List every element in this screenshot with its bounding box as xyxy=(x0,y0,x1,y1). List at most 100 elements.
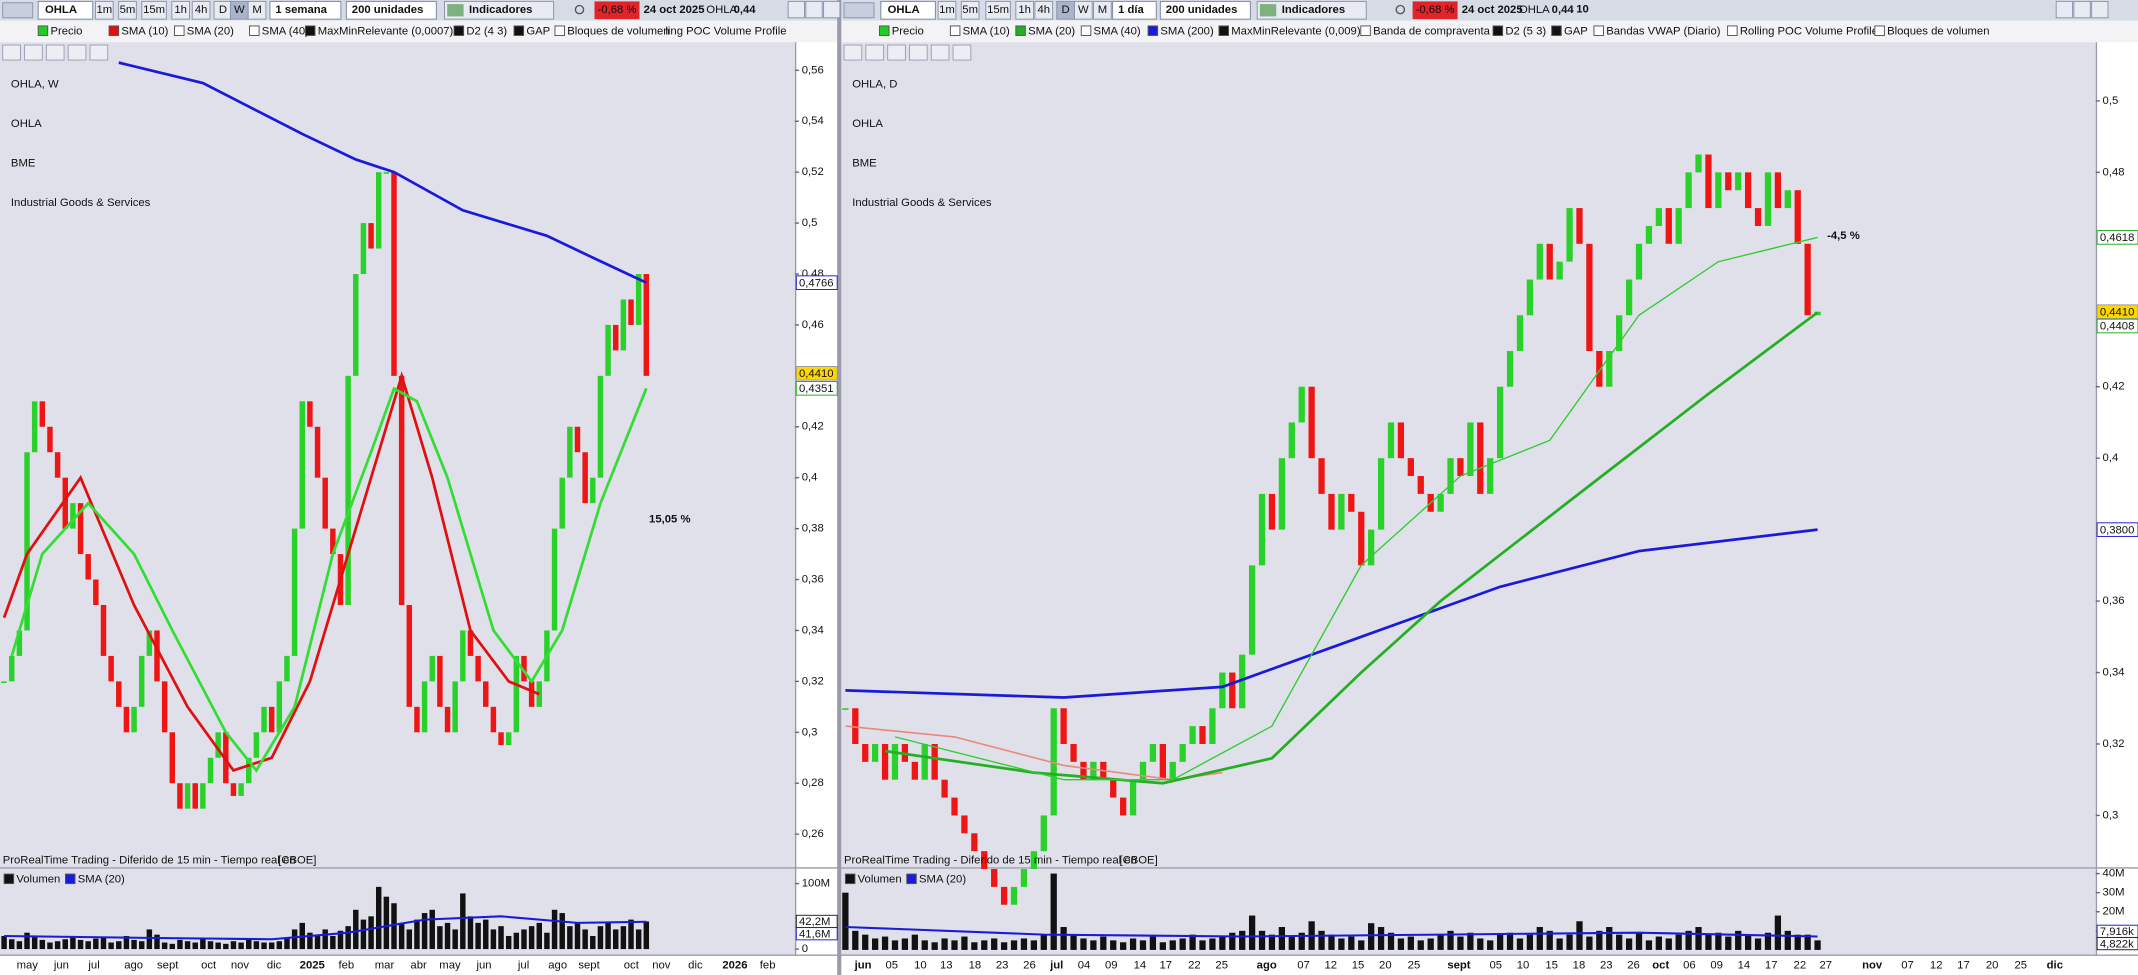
timeframe-button[interactable] xyxy=(1093,0,1112,20)
timeframe[interactable]: 1h xyxy=(174,4,187,16)
units-selector[interactable] xyxy=(1159,0,1251,20)
volume-legend[interactable]: SMA (20) xyxy=(919,873,966,885)
symbol[interactable]: OHLA xyxy=(888,4,920,16)
timeframe[interactable]: 5m xyxy=(120,4,136,16)
timeframe[interactable]: W xyxy=(234,4,245,16)
period-selector[interactable] xyxy=(1112,0,1157,20)
search-icon[interactable] xyxy=(574,4,585,15)
units[interactable]: 200 unidades xyxy=(352,4,424,16)
legend-entry[interactable]: Bandas VWAP (Diario) xyxy=(1606,25,1721,37)
tool-icon[interactable] xyxy=(908,44,928,61)
window-button[interactable] xyxy=(2073,0,2091,19)
timeframe-button[interactable] xyxy=(191,0,211,20)
units[interactable]: 200 unidades xyxy=(1166,4,1238,16)
symbol[interactable]: OHLA xyxy=(45,4,77,16)
tool-icon[interactable] xyxy=(930,44,950,61)
candle-body xyxy=(842,708,849,710)
timeframe[interactable]: D xyxy=(219,4,227,16)
symbol-selector[interactable] xyxy=(37,0,94,20)
volume-legend[interactable]: Volumen xyxy=(16,873,60,885)
timeframe-button[interactable] xyxy=(118,0,137,20)
volume-badge-label: 7,916k xyxy=(2100,926,2134,938)
window-button[interactable] xyxy=(823,0,841,19)
timeframe[interactable]: M xyxy=(1098,4,1107,16)
volume-legend[interactable]: Volumen xyxy=(858,873,902,885)
timeframe[interactable]: M xyxy=(252,4,261,16)
volume-legend[interactable]: SMA (20) xyxy=(78,873,125,885)
timeframe[interactable]: 1m xyxy=(939,4,955,16)
legend-entry[interactable]: MaxMinRelevante (0,009) xyxy=(1231,25,1361,37)
candle-body xyxy=(567,426,573,478)
window-button[interactable] xyxy=(787,0,805,19)
timeframe-button[interactable] xyxy=(247,0,267,20)
footer-link[interactable]: [CBOE] xyxy=(1119,854,1157,866)
period[interactable]: 1 día xyxy=(1118,4,1144,16)
legend-swatch xyxy=(249,25,260,36)
volume-bar xyxy=(414,919,420,950)
timeframe[interactable]: 5m xyxy=(962,4,978,16)
units-selector[interactable] xyxy=(345,0,437,20)
legend-entry[interactable]: SMA (200) xyxy=(1160,25,1214,37)
symbol-selector[interactable] xyxy=(880,0,936,20)
tool-icon[interactable] xyxy=(952,44,972,61)
tool-icon[interactable] xyxy=(843,44,863,61)
volume-bar xyxy=(872,938,879,950)
timeframe-button[interactable] xyxy=(1073,0,1093,20)
indicators-button[interactable] xyxy=(444,0,555,20)
search-icon[interactable] xyxy=(1395,4,1406,15)
timeframe[interactable]: W xyxy=(1078,4,1089,16)
legend-entry[interactable]: SMA (10) xyxy=(963,25,1010,37)
timeframe[interactable]: 1m xyxy=(96,4,112,16)
volume-bar xyxy=(544,932,550,950)
x-tick-label: jun xyxy=(854,959,872,971)
timeframe-button[interactable] xyxy=(1015,0,1035,20)
legend-entry[interactable]: SMA (20) xyxy=(1028,25,1075,37)
legend-entry[interactable]: Bloques de volumen xyxy=(567,25,669,37)
timeframe[interactable]: 4h xyxy=(1037,4,1050,16)
tool-icon[interactable] xyxy=(887,44,906,61)
timeframe-button[interactable] xyxy=(985,0,1011,20)
tool-icon[interactable] xyxy=(24,44,43,61)
tool-icon[interactable] xyxy=(45,44,65,61)
legend-entry[interactable]: Precio xyxy=(892,25,924,37)
window-button[interactable] xyxy=(2091,0,2109,19)
window-button[interactable] xyxy=(2055,0,2074,19)
period[interactable]: 1 semana xyxy=(275,4,327,16)
period-selector[interactable] xyxy=(269,0,342,20)
tool-icon[interactable] xyxy=(89,44,109,61)
legend-entry[interactable]: GAP xyxy=(526,25,550,37)
legend-entry[interactable]: SMA (20) xyxy=(187,25,234,37)
timeframe[interactable]: 4h xyxy=(195,4,208,16)
legend-entry[interactable]: SMA (10) xyxy=(121,25,168,37)
indicators-button[interactable] xyxy=(1256,0,1367,20)
timeframe[interactable]: D xyxy=(1062,4,1070,16)
timeframe[interactable]: 1h xyxy=(1018,4,1031,16)
tool-icon[interactable] xyxy=(865,44,885,61)
timeframe-button[interactable] xyxy=(94,0,114,20)
tool-icon[interactable] xyxy=(67,44,87,61)
legend-entry[interactable]: Rolling POC Volume Profile xyxy=(1740,25,1878,37)
timeframe-button[interactable] xyxy=(171,0,191,20)
timeframe[interactable]: 15m xyxy=(987,4,1009,16)
timeframe-button[interactable] xyxy=(960,0,980,20)
indicators[interactable]: Indicadores xyxy=(469,4,532,16)
timeframe-button[interactable] xyxy=(937,0,957,20)
legend-entry[interactable]: SMA (40) xyxy=(1094,25,1141,37)
footer-link[interactable]: [CBOE] xyxy=(278,854,316,866)
legend-entry[interactable]: MaxMinRelevante (0,0007) xyxy=(318,25,454,37)
legend-entry[interactable]: D2 (5 3) xyxy=(1505,25,1546,37)
indicators-icon xyxy=(1259,4,1277,17)
timeframe-button[interactable] xyxy=(1034,0,1054,20)
legend-entry[interactable]: Banda de compraventa xyxy=(1373,25,1491,37)
tool-icon[interactable] xyxy=(2,44,21,61)
legend-entry[interactable]: Precio xyxy=(50,25,82,37)
legend-entry[interactable]: GAP xyxy=(1564,25,1588,37)
legend-entry[interactable]: D2 (4 3) xyxy=(466,25,507,37)
legend-entry[interactable]: SMA (40) xyxy=(262,25,309,37)
indicators[interactable]: Indicadores xyxy=(1282,4,1345,16)
legend-entry[interactable]: ling POC Volume Profile xyxy=(665,25,786,37)
timeframe-button[interactable] xyxy=(141,0,167,20)
timeframe[interactable]: 15m xyxy=(143,4,165,16)
legend-entry[interactable]: Bloques de volumen xyxy=(1887,25,1989,37)
window-button[interactable] xyxy=(805,0,823,19)
